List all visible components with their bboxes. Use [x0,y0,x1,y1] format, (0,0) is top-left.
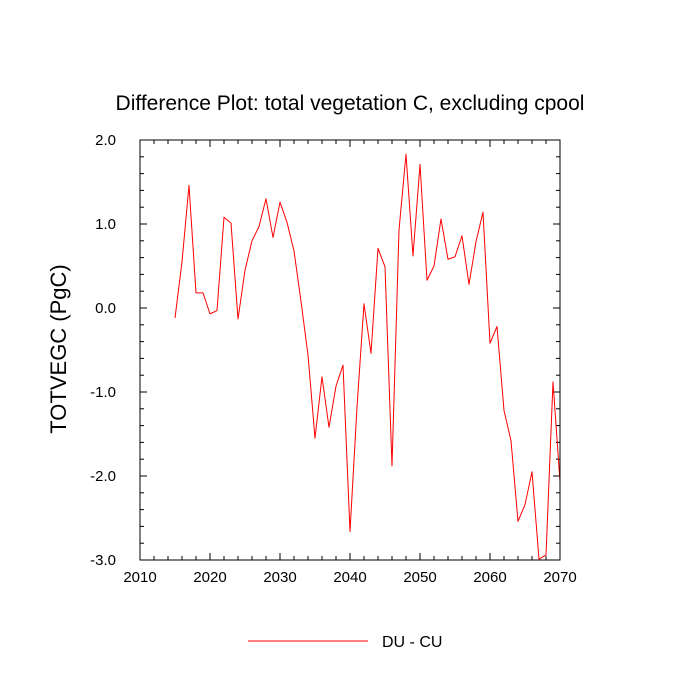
y-tick-label: 1.0 [95,216,116,233]
x-tick-label: 2050 [403,569,436,586]
y-axis-label: TOTVEGC (PgC) [46,264,71,434]
x-tick-label: 2070 [543,569,576,586]
y-tick-label: -1.0 [90,384,116,401]
y-tick-label: -3.0 [90,552,116,569]
x-tick-label: 2010 [123,569,156,586]
chart-title: Difference Plot: total vegetation C, exc… [116,92,585,115]
series-layer [174,153,561,560]
x-tick-label: 2060 [473,569,506,586]
y-tick-label: -2.0 [90,468,116,485]
legend-label-du-cu: DU - CU [382,634,442,651]
x-tick-label: 2020 [193,569,226,586]
legend: DU - CU [248,634,442,651]
x-tick-label: 2030 [263,569,296,586]
plot-frame [139,139,561,561]
y-tick-label: 2.0 [95,132,116,149]
x-tick-label: 2040 [333,569,366,586]
y-tick-label: 0.0 [95,300,116,317]
series-line-du-cu [174,153,561,560]
axis-ticks: 2010 2020 2030 2040 2050 2060 2070 -3.0 -2.0 -1.0… [90,132,577,586]
